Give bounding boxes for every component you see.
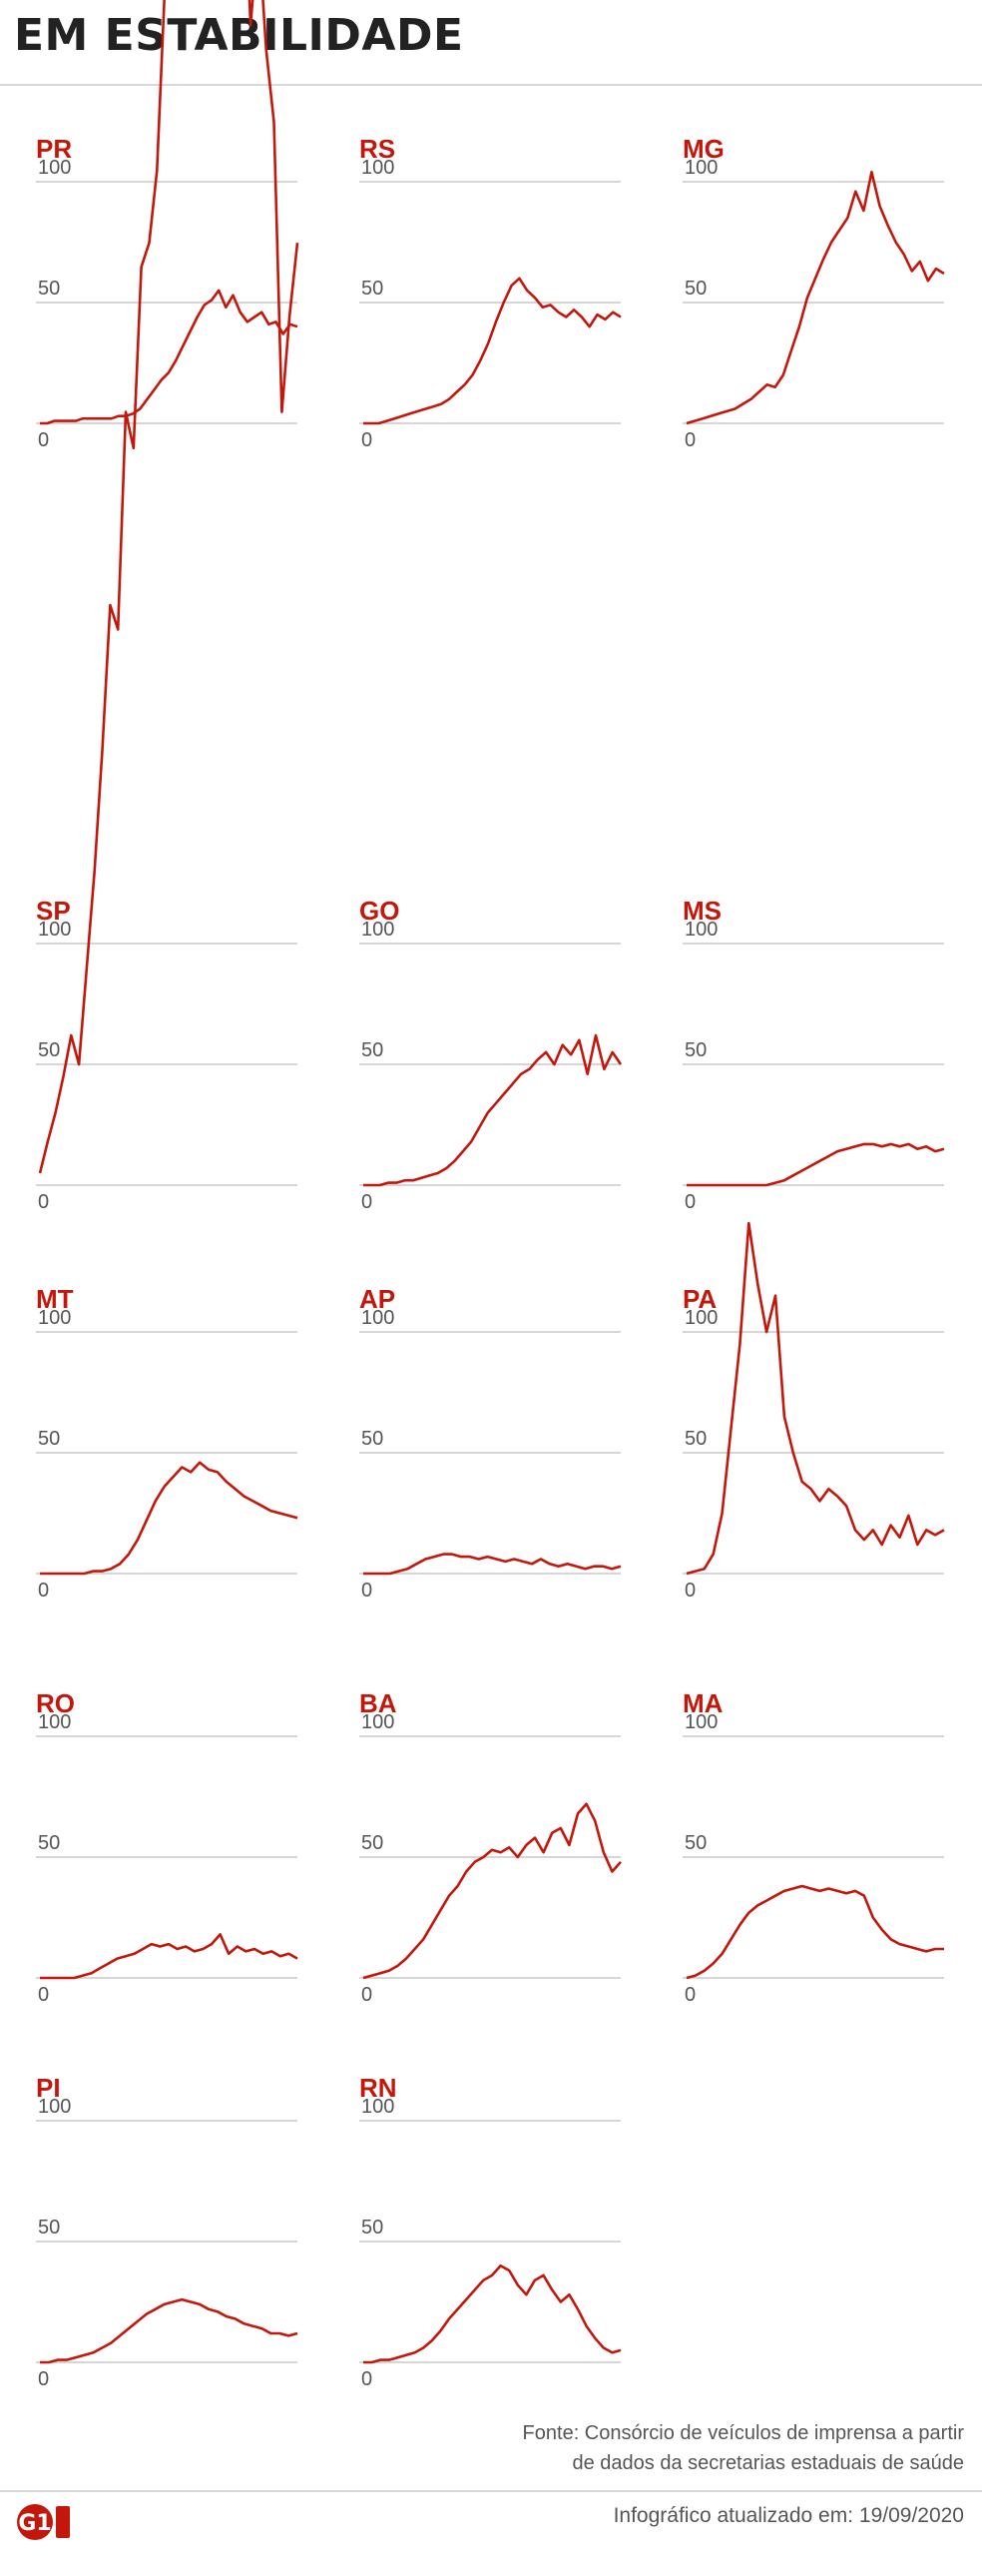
page-title: EM ESTABILIDADE <box>14 10 464 61</box>
tick-label-50: 50 <box>38 1832 60 1854</box>
chart-mg: MG 0 50 100 <box>683 134 945 451</box>
tick-label-50: 50 <box>361 1428 383 1450</box>
tick-label-0: 0 <box>361 2368 372 2390</box>
tick-label-0: 0 <box>685 1984 696 2006</box>
chart-rn-line <box>363 2263 622 2364</box>
tick-label-100: 100 <box>38 1307 71 1329</box>
chart-mt: MT 0 50 100 <box>36 1284 298 1602</box>
chart-ba-title: BA <box>359 1688 397 1718</box>
chart-ap: AP 0 50 100 <box>359 1284 622 1602</box>
tick-label-50: 50 <box>361 1832 383 1854</box>
tick-label-100: 100 <box>361 1711 394 1733</box>
chart-rn-title: RN <box>359 2073 397 2103</box>
tick-label-50: 50 <box>361 2217 383 2239</box>
source-line-2: de dados da secretarias estaduais de saú… <box>572 2452 965 2474</box>
tick-label-0: 0 <box>685 429 696 451</box>
chart-go-line <box>363 1033 623 1187</box>
chart-ro-line <box>40 1933 298 1980</box>
tick-label-100: 100 <box>685 1307 718 1329</box>
chart-go: GO 0 50 100 <box>359 896 623 1213</box>
chart-mg-title: MG <box>683 134 725 164</box>
tick-label-0: 0 <box>361 1580 372 1602</box>
chart-pi-title: PI <box>36 2073 61 2103</box>
chart-rs-title: RS <box>359 134 395 164</box>
tick-label-100: 100 <box>361 157 394 179</box>
chart-pi-line <box>40 2297 298 2364</box>
tick-label-0: 0 <box>361 1191 372 1213</box>
chart-ba-line <box>362 1802 622 1980</box>
chart-ma-line <box>686 1884 944 1980</box>
chart-sp-title: SP <box>36 896 71 926</box>
g1-logo-icon: G1 <box>17 2504 70 2540</box>
chart-ms: MS 0 50 100 <box>683 896 945 1213</box>
source-note: Fonte: Consórcio de veículos de imprensa… <box>405 2418 964 2478</box>
chart-pa: PA 0 50 100 <box>683 1221 945 1602</box>
chart-pr-line <box>40 289 298 425</box>
chart-ap-title: AP <box>359 1284 395 1314</box>
chart-rs-line <box>363 277 622 425</box>
tick-label-100: 100 <box>361 1307 394 1329</box>
tick-label-100: 100 <box>38 1711 71 1733</box>
chart-rs: RS 0 50 100 <box>359 134 622 451</box>
source-line-1: Fonte: Consórcio de veículos de imprensa… <box>522 2422 964 2444</box>
tick-label-0: 0 <box>38 429 49 451</box>
chart-ro: RO 0 50 100 <box>36 1688 298 2006</box>
tick-label-50: 50 <box>685 278 707 300</box>
tick-label-0: 0 <box>361 429 372 451</box>
tick-label-0: 0 <box>685 1191 696 1213</box>
chart-mg-line <box>686 171 945 425</box>
tick-label-50: 50 <box>685 1832 707 1854</box>
chart-pr-title: PR <box>36 134 72 164</box>
chart-ms-line <box>687 1142 945 1187</box>
chart-ro-title: RO <box>36 1688 75 1718</box>
tick-label-50: 50 <box>38 1428 60 1450</box>
chart-go-title: GO <box>359 896 399 926</box>
tick-label-0: 0 <box>38 1191 49 1213</box>
tick-label-100: 100 <box>685 1711 718 1733</box>
chart-pi: PI 0 50 100 <box>36 2073 298 2390</box>
tick-label-100: 100 <box>38 919 71 941</box>
tick-label-100: 100 <box>361 919 394 941</box>
chart-mt-line <box>40 1461 298 1576</box>
tick-label-0: 0 <box>38 1984 49 2006</box>
chart-ba: BA 0 50 100 <box>359 1688 622 2006</box>
chart-ap-line <box>363 1553 622 1576</box>
chart-pa-title: PA <box>683 1284 717 1314</box>
tick-label-50: 50 <box>685 1428 707 1450</box>
updated-date: Infográfico atualizado em: 19/09/2020 <box>613 2504 964 2527</box>
tick-label-50: 50 <box>685 1039 707 1061</box>
tick-label-50: 50 <box>38 1039 60 1061</box>
chart-sp: SP 0 50 100 <box>36 0 299 1213</box>
tick-label-100: 100 <box>38 157 71 179</box>
tick-label-50: 50 <box>361 278 383 300</box>
header-divider <box>0 84 982 86</box>
chart-mt-title: MT <box>36 1284 74 1314</box>
tick-label-50: 50 <box>361 1039 383 1061</box>
chart-rn: RN 0 50 100 <box>359 2073 622 2390</box>
tick-label-0: 0 <box>38 2368 49 2390</box>
svg-text:G1: G1 <box>18 2511 51 2536</box>
chart-sp-line <box>38 0 299 1174</box>
tick-label-50: 50 <box>38 2217 60 2239</box>
chart-ma: MA 0 50 100 <box>683 1688 944 2006</box>
tick-label-0: 0 <box>38 1580 49 1602</box>
tick-label-100: 100 <box>685 157 718 179</box>
tick-label-100: 100 <box>38 2096 71 2118</box>
footer-divider <box>0 2490 982 2492</box>
tick-label-100: 100 <box>361 2096 394 2118</box>
chart-pr: PR 0 50 100 <box>36 134 298 451</box>
chart-pa-line <box>686 1221 945 1576</box>
chart-ms-title: MS <box>683 896 722 926</box>
tick-label-50: 50 <box>38 278 60 300</box>
tick-label-0: 0 <box>361 1984 372 2006</box>
chart-ma-title: MA <box>683 1688 724 1718</box>
tick-label-0: 0 <box>685 1580 696 1602</box>
tick-label-100: 100 <box>685 919 718 941</box>
